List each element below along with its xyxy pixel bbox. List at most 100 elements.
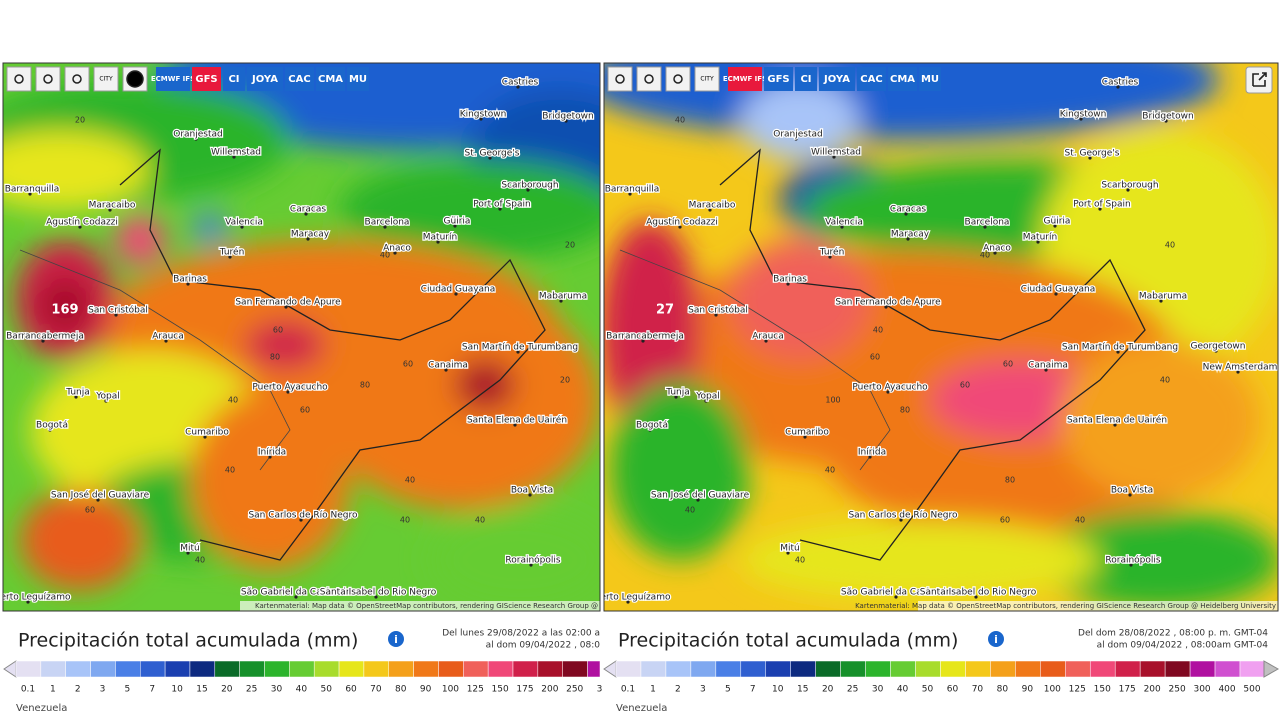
- city-label[interactable]: Bogotá: [635, 419, 669, 432]
- city-label[interactable]: Barinas: [172, 273, 209, 286]
- city-label[interactable]: Cumaribo: [184, 426, 231, 439]
- city-button[interactable]: [694, 66, 720, 92]
- city-label[interactable]: San Fernando de Apure: [834, 296, 942, 309]
- city-label[interactable]: Güiria: [1042, 215, 1071, 228]
- model-button-label[interactable]: MU: [349, 74, 367, 85]
- model-button[interactable]: [857, 67, 886, 91]
- info-button[interactable]: [988, 631, 1004, 647]
- city-label[interactable]: Arauca: [751, 330, 785, 343]
- city-label[interactable]: Tunja: [664, 386, 691, 399]
- city-label[interactable]: Cumaribo: [784, 426, 831, 439]
- city-label[interactable]: Mitú: [779, 542, 801, 555]
- city-label[interactable]: Barcelona: [963, 216, 1010, 229]
- model-button-label[interactable]: CI: [800, 74, 811, 85]
- city-label[interactable]: San José del Guaviare: [650, 488, 751, 502]
- city-label[interactable]: Yopal: [694, 390, 721, 403]
- city-label[interactable]: Puerto Ayacucho: [251, 381, 329, 394]
- city-label[interactable]: San Martín de Turumbang: [1061, 341, 1180, 354]
- tool-button[interactable]: [665, 66, 691, 92]
- map[interactable]: 27 40 40 40 40 60 60 60 80 100 80 60 40 40 40 40 40 Castr…: [580, 20, 1280, 611]
- city-label[interactable]: Port of Spain: [472, 198, 532, 211]
- city-label[interactable]: Port of Spain: [1072, 198, 1132, 211]
- city-label[interactable]: San Fernando de Apure: [234, 296, 342, 309]
- city-label[interactable]: Caracas: [889, 203, 928, 216]
- model-button[interactable]: [285, 67, 314, 91]
- city-label[interactable]: Bridgetown: [1141, 110, 1195, 123]
- city-label[interactable]: Castries: [501, 76, 540, 89]
- model-button-label[interactable]: CMA: [890, 74, 915, 85]
- model-button[interactable]: [888, 67, 917, 91]
- tool-button[interactable]: [35, 66, 61, 92]
- city-label[interactable]: Maturín: [1022, 231, 1059, 244]
- model-button-label[interactable]: CAC: [860, 74, 882, 85]
- city-button-label[interactable]: CITY: [99, 76, 113, 83]
- city-label[interactable]: Bridgetown: [541, 110, 595, 123]
- city-label[interactable]: Scarborough: [500, 179, 560, 192]
- model-button[interactable]: [919, 67, 941, 91]
- city-label[interactable]: Scarborough: [1100, 179, 1160, 192]
- city-label[interactable]: Puerto Ayacucho: [851, 381, 929, 394]
- city-label[interactable]: Canaima: [427, 359, 469, 372]
- city-label[interactable]: San Carlos de Río Negro: [247, 509, 359, 522]
- city-label[interactable]: Maracaibo: [87, 199, 137, 212]
- city-label[interactable]: San Cristóbal: [687, 303, 749, 317]
- city-label[interactable]: San Martín de Turumbang: [461, 341, 580, 354]
- city-label[interactable]: Güiria: [442, 215, 471, 228]
- model-button[interactable]: [347, 67, 369, 91]
- city-label[interactable]: Mabaruma: [538, 290, 589, 303]
- city-label[interactable]: St. George's: [463, 147, 521, 160]
- model-button-label[interactable]: ECMWF IFS: [723, 75, 767, 83]
- city-label[interactable]: Ciudad Guayana: [419, 283, 496, 296]
- city-label[interactable]: Agustín Codazzi: [645, 216, 719, 229]
- city-label[interactable]: Arauca: [151, 330, 185, 343]
- model-button-label[interactable]: CI: [228, 74, 239, 85]
- model-button-label[interactable]: GFS: [195, 74, 217, 85]
- city-label[interactable]: San Carlos de Río Negro: [847, 509, 959, 522]
- city-label[interactable]: Boa Vista: [1110, 484, 1155, 497]
- info-button[interactable]: [388, 631, 404, 647]
- city-label[interactable]: São Gabriel da Cachoeira: [240, 586, 357, 599]
- model-button[interactable]: [223, 67, 245, 91]
- city-label[interactable]: Bogotá: [35, 419, 69, 432]
- map[interactable]: 169 20 20 40 60 80 60 80 60 40 40 40 20 60 40 40 40 Castr…: [0, 10, 680, 611]
- city-label[interactable]: Barcelona: [363, 216, 410, 229]
- city-label[interactable]: St. George's: [1063, 147, 1121, 160]
- city-label[interactable]: Caracas: [289, 203, 328, 216]
- model-button[interactable]: [316, 67, 345, 91]
- city-label[interactable]: Kingstown: [458, 108, 507, 121]
- city-label[interactable]: Canaima: [1027, 359, 1069, 372]
- city-label[interactable]: Anaco: [982, 242, 1013, 255]
- city-label[interactable]: Anaco: [382, 242, 413, 255]
- model-button[interactable]: [247, 67, 283, 91]
- city-label[interactable]: Barrancabermeja: [605, 330, 685, 343]
- city-label[interactable]: Mitú: [179, 542, 201, 555]
- tool-button[interactable]: [64, 66, 90, 92]
- city-label[interactable]: Tunja: [64, 386, 91, 399]
- model-button[interactable]: [819, 67, 855, 91]
- model-button[interactable]: [795, 67, 817, 91]
- city-label[interactable]: Barranquilla: [3, 183, 60, 196]
- city-label[interactable]: Turén: [817, 245, 845, 259]
- city-label[interactable]: Valencia: [224, 216, 264, 229]
- city-label[interactable]: Inírida: [857, 446, 888, 459]
- model-button[interactable]: [156, 67, 190, 91]
- tool-button[interactable]: [607, 66, 633, 92]
- city-label[interactable]: Barinas: [772, 273, 809, 286]
- city-label[interactable]: Kingstown: [1058, 108, 1107, 121]
- model-button[interactable]: [728, 67, 762, 91]
- city-label[interactable]: Puerto Leguízamo: [0, 591, 72, 604]
- city-label[interactable]: Santa Isabel do Rio Negro: [919, 586, 1038, 599]
- city-label[interactable]: São Gabriel da Cachoeira: [840, 586, 957, 599]
- tool-button[interactable]: [6, 66, 32, 92]
- city-label[interactable]: Rorainópolis: [1104, 553, 1162, 567]
- city-label[interactable]: Yopal: [94, 390, 121, 403]
- city-label[interactable]: Maracaibo: [687, 199, 737, 212]
- city-label[interactable]: Maturín: [422, 231, 459, 244]
- city-label[interactable]: Oranjestad: [772, 128, 824, 141]
- city-button[interactable]: [93, 66, 119, 92]
- model-button[interactable]: [764, 67, 793, 91]
- city-label[interactable]: Barranquilla: [604, 183, 661, 196]
- city-label[interactable]: New Amsterdam: [1201, 361, 1278, 374]
- city-label[interactable]: Willemstad: [210, 146, 262, 159]
- city-label[interactable]: Castries: [1101, 76, 1140, 89]
